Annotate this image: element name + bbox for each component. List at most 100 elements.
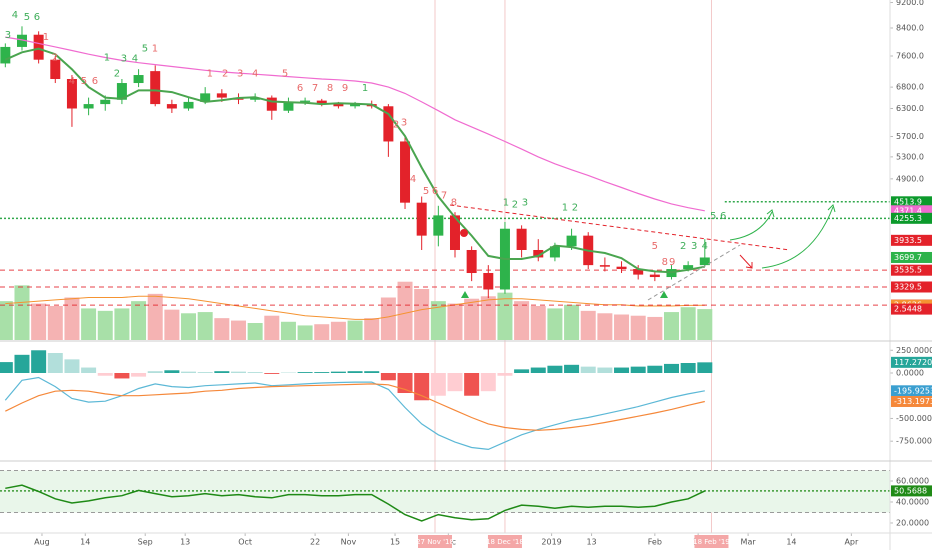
macd-histogram-bar	[630, 366, 646, 373]
rsi-line	[5, 484, 706, 522]
x-tick-label: 13	[586, 538, 596, 547]
x-tick-label: 22	[310, 538, 320, 547]
candle-body	[566, 235, 577, 247]
candle-body	[266, 97, 277, 111]
td-count: 8	[327, 83, 333, 94]
td-count: 3	[522, 198, 528, 209]
td-count: 3	[401, 118, 407, 129]
td-count: 7	[441, 190, 447, 201]
td-count: 1	[43, 32, 49, 43]
y-tick-label: 5300.0	[896, 152, 924, 161]
arrow	[739, 254, 753, 269]
volume-bar	[530, 306, 546, 340]
macd-histogram-bar	[31, 350, 47, 373]
td-count: 3	[121, 54, 127, 65]
td-count: 8	[662, 257, 668, 268]
x-tick-label: Sep	[138, 538, 153, 547]
highlight-label: 18 Feb '19	[693, 538, 730, 546]
macd-histogram-bar	[414, 373, 430, 401]
td-count: 9	[342, 83, 348, 94]
candle-body	[333, 103, 344, 107]
level-tag	[891, 251, 932, 263]
level-label: 50.5688	[894, 486, 927, 495]
td-count: 6	[34, 12, 40, 23]
td-count: 2	[222, 68, 228, 79]
candle-body	[166, 104, 177, 109]
td-count: 6	[720, 211, 726, 222]
macd-histogram-bar	[0, 362, 13, 373]
candle-body	[516, 228, 527, 250]
volume-bar	[297, 325, 313, 340]
td-count: 2	[52, 52, 58, 63]
candle-body	[433, 215, 444, 236]
arrow	[729, 211, 773, 241]
level-label: 4513.9	[894, 197, 922, 206]
candle-body	[633, 269, 644, 275]
level-tag	[891, 395, 932, 407]
volume-bar	[214, 318, 230, 340]
volume-bar	[81, 308, 97, 340]
moving-average	[4, 47, 705, 274]
volume-bar	[314, 324, 330, 340]
macd-histogram-bar	[114, 373, 130, 379]
marker	[461, 291, 469, 298]
candle-body	[283, 101, 294, 111]
volume-bar	[0, 301, 13, 340]
td-count: 1	[207, 68, 213, 79]
td-count: 4	[12, 10, 18, 21]
candle-body	[16, 34, 27, 47]
candle-body	[449, 215, 460, 250]
highlight-tag	[487, 535, 522, 548]
td-count: 6	[432, 186, 438, 197]
volume-bar	[230, 320, 246, 340]
candle-body	[316, 100, 327, 104]
level-label: -313.1973	[894, 397, 932, 406]
td-count: 5	[24, 12, 30, 23]
macd-histogram-bar	[247, 372, 263, 373]
level-tag	[891, 281, 932, 293]
level-label: 4255.3	[894, 214, 922, 223]
level-label: 117.2720	[894, 358, 932, 367]
td-count: 3	[5, 30, 11, 41]
candle-body	[400, 141, 411, 203]
y-tick-label: -500.0000	[896, 414, 932, 423]
highlight-label: 18 Dec '18	[486, 538, 524, 546]
td-count: 5	[142, 43, 148, 54]
candle-body	[250, 97, 261, 100]
td-count: 7	[312, 83, 318, 94]
macd-histogram-bar	[697, 362, 713, 373]
level-label: 3535.5	[894, 266, 922, 275]
marker	[460, 229, 468, 237]
y-tick-label: 9200.0	[896, 0, 924, 7]
macd-histogram-bar	[514, 369, 530, 373]
macd-histogram-bar	[480, 373, 496, 392]
arrow-head	[827, 204, 836, 213]
volume-bar	[480, 296, 496, 340]
candle-body	[649, 274, 660, 278]
x-tick-label: Nov	[341, 538, 357, 547]
volume-bar	[47, 306, 63, 340]
td-count: 3	[237, 68, 243, 79]
highlight-tag	[418, 535, 453, 548]
y-tick-label: 250.0000	[896, 346, 932, 355]
x-tick-label: Feb	[648, 538, 662, 547]
macd-histogram-bar	[530, 367, 546, 373]
volume-bar	[464, 298, 480, 340]
macd-histogram-bar	[564, 364, 580, 373]
candle-body	[350, 104, 361, 107]
td-count: 5	[710, 211, 716, 222]
y-tick-label: 8400.0	[896, 23, 924, 32]
volume-bar	[330, 321, 346, 340]
y-tick-label: 7600.0	[896, 51, 924, 60]
volume-bar	[580, 310, 596, 340]
td-count: 4	[410, 174, 416, 185]
candle-body	[383, 106, 394, 142]
y-tick-label: 20.0000	[896, 518, 929, 527]
volume-bar	[680, 307, 696, 340]
macd-histogram-bar	[680, 363, 696, 373]
volume-bar	[564, 304, 580, 340]
td-count: 1	[362, 83, 368, 94]
x-tick-label: 14	[80, 538, 90, 547]
x-tick-label: 14	[786, 538, 796, 547]
